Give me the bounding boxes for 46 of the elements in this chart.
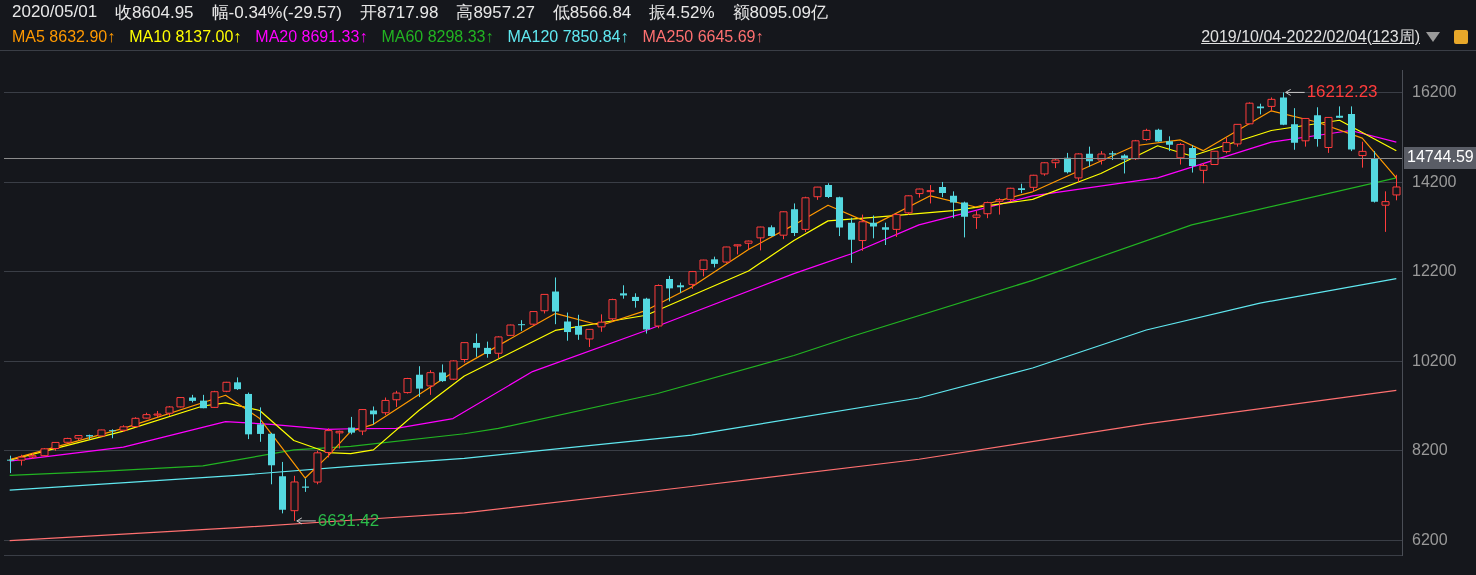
candlestick: [1188, 144, 1197, 174]
text: MA10: [129, 28, 171, 45]
text: MA20: [255, 28, 298, 45]
text: 8632.90↑: [49, 28, 116, 45]
y-tick-label: 16200: [1412, 83, 1457, 101]
text: 振4.52%: [649, 1, 715, 24]
candlestick: [1290, 107, 1299, 151]
candlestick: [563, 312, 572, 342]
ref-line-label: 14744.59: [1407, 148, 1474, 166]
candlestick: [960, 201, 969, 238]
text: 8691.33↑: [301, 28, 368, 45]
candlestick: [256, 406, 265, 443]
candlestick: [472, 333, 481, 358]
y-tick-label: 12200: [1412, 262, 1457, 280]
text: 额8095.09亿: [732, 1, 828, 24]
text: 7850.84↑: [562, 28, 629, 45]
candlestick: [415, 365, 424, 398]
text: 低8566.84: [552, 1, 632, 24]
text: 高8957.27: [456, 1, 535, 24]
text: 6645.69↑: [697, 28, 764, 45]
text: 2020/05/01: [12, 2, 98, 22]
text: 开8717.98: [359, 1, 439, 24]
candlestick: [847, 217, 856, 264]
candlestick: [6, 455, 15, 474]
text: 2019/10/04-2022/02/04(123周): [1201, 26, 1420, 47]
candlestick: [665, 275, 674, 302]
text: 8137.00↑: [175, 28, 242, 45]
annotation: 16212.23: [1306, 82, 1378, 102]
y-tick-label: 10200: [1412, 351, 1457, 369]
candlestick: [881, 222, 890, 246]
text: 收8604.95: [115, 1, 194, 24]
y-tick-label: 6200: [1412, 530, 1448, 548]
candlestick: [551, 276, 560, 325]
candlestick: [619, 284, 628, 300]
text: MA250: [642, 28, 694, 45]
y-tick-label: 8200: [1412, 441, 1448, 459]
candlestick: [517, 319, 526, 332]
text: 8298.33↑: [427, 28, 494, 45]
text: MA120: [507, 28, 559, 45]
text: MA60: [381, 28, 424, 45]
candlestick: [1313, 106, 1322, 148]
candlestick: [574, 314, 583, 341]
text: 幅-0.34%(-29.57): [211, 1, 342, 24]
y-tick-label: 14200: [1412, 172, 1457, 190]
text: MA5: [12, 28, 45, 45]
candlestick: [790, 202, 799, 237]
